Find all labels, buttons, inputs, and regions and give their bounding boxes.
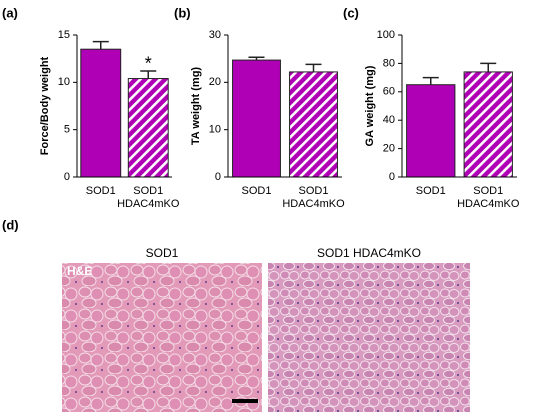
image-title: SOD1 HDAC4mKO xyxy=(317,246,421,260)
x-tick-label: SOD1 xyxy=(85,185,116,197)
error-bar xyxy=(422,76,439,85)
bar xyxy=(127,78,169,178)
error-bar xyxy=(305,63,322,72)
x-tick-label: SOD1 xyxy=(241,185,272,197)
scale-bar xyxy=(232,399,258,403)
y-tick-label: 80 xyxy=(383,57,395,69)
x-tick-label: SOD1 HDAC4mKO xyxy=(117,185,180,210)
bar xyxy=(80,48,122,178)
histology-image xyxy=(268,263,470,412)
histology-image xyxy=(62,263,262,412)
x-tick-label: SOD1 xyxy=(415,185,446,197)
y-tick-label: 30 xyxy=(209,29,221,41)
bar xyxy=(289,71,338,178)
y-tick-label: 0 xyxy=(215,171,221,183)
y-tick-label: 20 xyxy=(383,143,395,155)
bar xyxy=(406,84,456,178)
y-tick-label: 60 xyxy=(383,86,395,98)
axis-line xyxy=(401,35,517,178)
y-axis-label: GA weight (mg) xyxy=(364,65,376,146)
image-title: SOD1 xyxy=(146,246,179,260)
axis-line xyxy=(76,35,172,178)
y-tick-label: 20 xyxy=(209,76,221,88)
y-tick-label: 5 xyxy=(64,124,70,136)
y-axis-label: TA weight (mg) xyxy=(190,67,202,146)
y-axis-label: Force/Body weight xyxy=(39,56,51,155)
y-tick-label: 0 xyxy=(64,171,70,183)
x-tick-label: SOD1 HDAC4mKO xyxy=(282,185,345,210)
y-tick-label: 10 xyxy=(58,76,70,88)
annotation: * xyxy=(145,54,152,74)
y-tick-label: 0 xyxy=(389,171,395,183)
error-bar xyxy=(92,40,109,50)
error-bar xyxy=(480,62,497,72)
y-tick-label: 10 xyxy=(209,124,221,136)
error-bar xyxy=(248,56,265,61)
x-tick-label: SOD1 HDAC4mKO xyxy=(457,185,520,210)
axis-line xyxy=(227,35,342,178)
panel-label: (d) xyxy=(2,217,19,232)
y-tick-label: 15 xyxy=(58,29,70,41)
panel-label: (c) xyxy=(343,5,359,20)
panel-label: (b) xyxy=(174,5,191,20)
y-tick-label: 40 xyxy=(383,114,395,126)
stain-label: H&E xyxy=(67,264,92,278)
error-bar xyxy=(140,70,157,79)
y-tick-label: 100 xyxy=(377,29,395,41)
panel-label: (a) xyxy=(2,5,18,20)
bar xyxy=(463,71,513,178)
bar xyxy=(232,59,281,178)
